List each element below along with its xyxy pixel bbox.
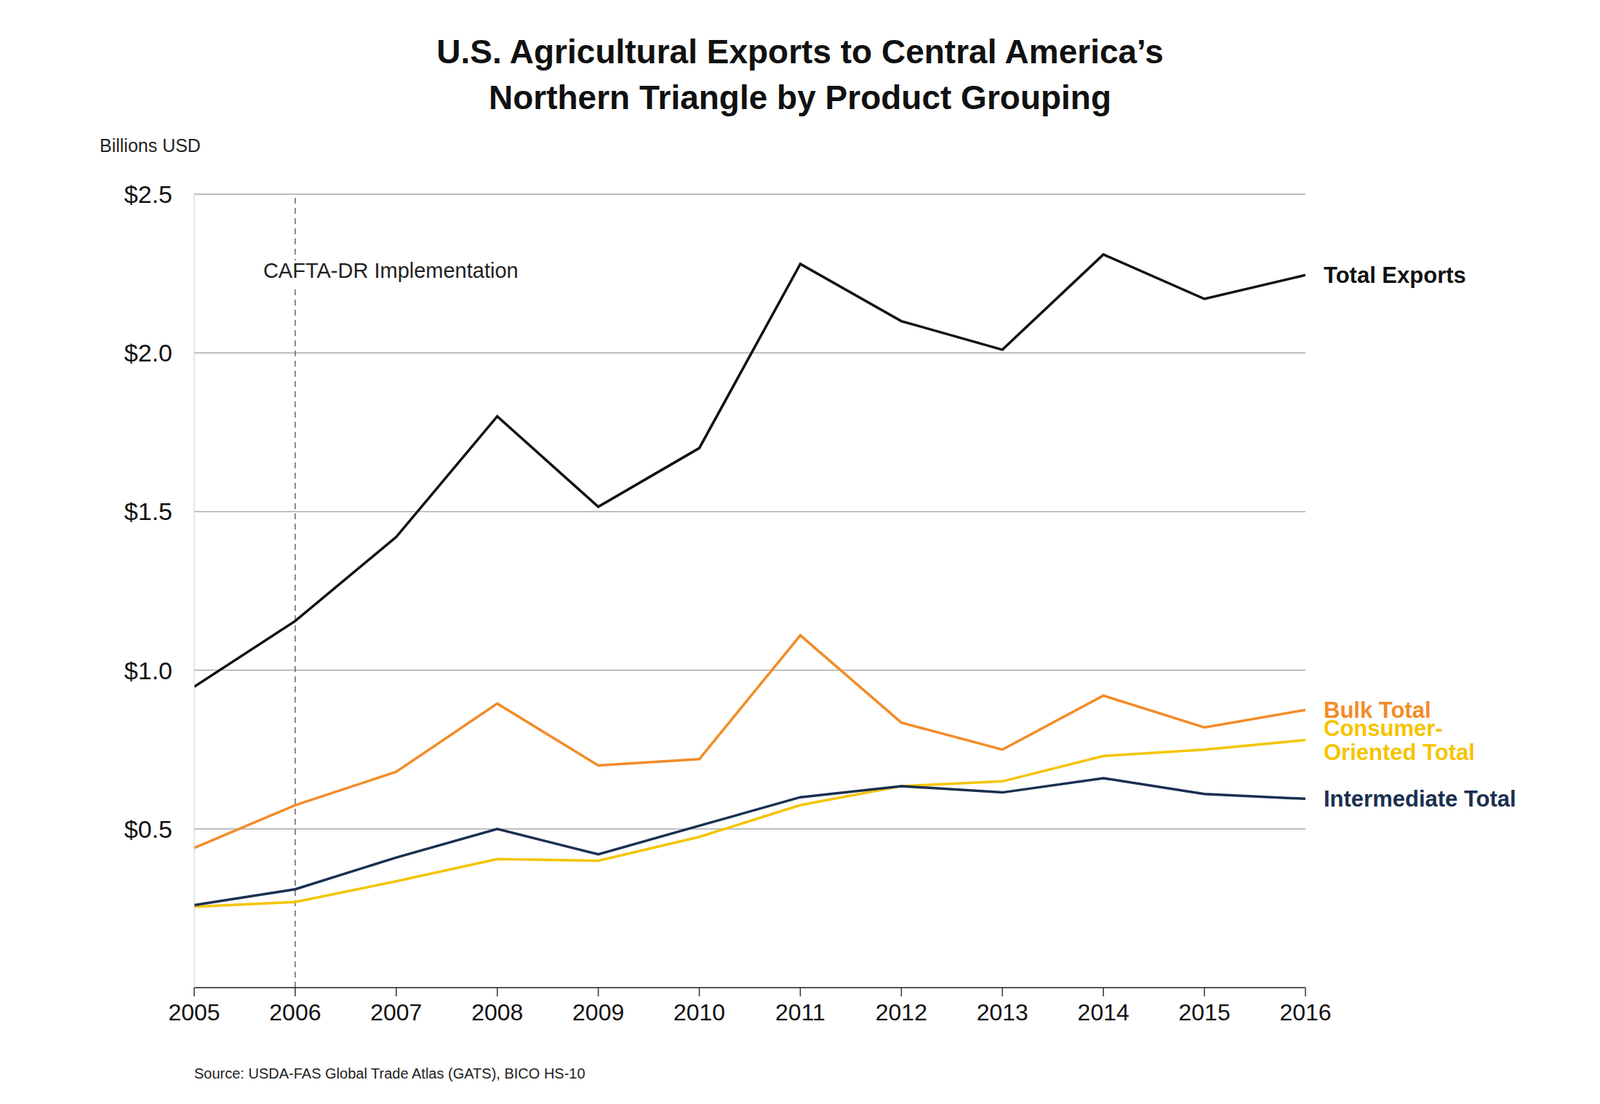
- svg-text:Intermediate Total: Intermediate Total: [1323, 786, 1517, 812]
- svg-text:2014: 2014: [1077, 999, 1130, 1026]
- svg-text:Total Exports: Total Exports: [1323, 262, 1467, 288]
- svg-text:CAFTA-DR Implementation: CAFTA-DR Implementation: [263, 258, 519, 283]
- svg-text:$1.5: $1.5: [124, 497, 173, 526]
- svg-text:2013: 2013: [976, 999, 1029, 1026]
- html-text:U.S. Agricultural Exports to C: U.S. Agricultural Exports to Central Ame…: [436, 32, 1164, 117]
- svg-text:2015: 2015: [1178, 999, 1230, 1026]
- html-text:Billions USD: Billions USD: [99, 135, 201, 156]
- svg-text:$2.0: $2.0: [124, 338, 173, 367]
- svg-text:2006: 2006: [269, 999, 321, 1026]
- html-text:Source: USDA-FAS Global Trade: Source: USDA-FAS Global Trade Atlas (GAT…: [194, 1065, 586, 1082]
- svg-text:2008: 2008: [471, 999, 523, 1026]
- svg-text:2012: 2012: [875, 999, 928, 1026]
- svg-text:Consumer-Oriented Total: Consumer-Oriented Total: [1323, 715, 1475, 766]
- svg-text:2010: 2010: [673, 999, 726, 1026]
- svg-text:$2.5: $2.5: [124, 180, 173, 208]
- svg-text:2016: 2016: [1279, 999, 1331, 1026]
- svg-text:2005: 2005: [168, 999, 220, 1026]
- svg-text:2007: 2007: [370, 999, 422, 1026]
- svg-text:$1.0: $1.0: [124, 656, 173, 685]
- svg-text:2011: 2011: [775, 999, 826, 1026]
- svg-text:$0.5: $0.5: [124, 815, 173, 843]
- svg-text:2009: 2009: [572, 999, 624, 1026]
- svg-text:Bulk Total: Bulk Total: [1323, 697, 1431, 723]
